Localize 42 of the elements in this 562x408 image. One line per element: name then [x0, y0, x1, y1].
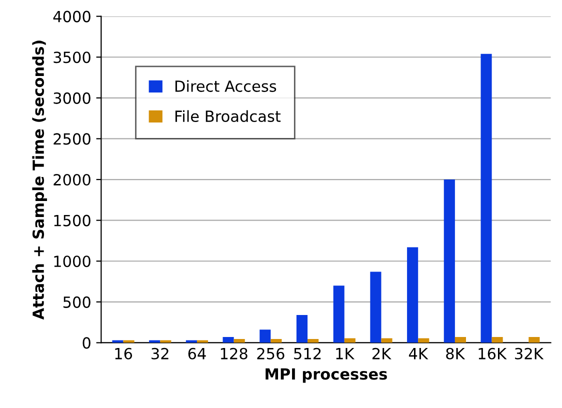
- bar: [344, 338, 356, 343]
- bar: [333, 286, 344, 343]
- y-tick-label: 3500: [54, 52, 90, 64]
- y-axis-title: Attach + Sample Time (seconds): [32, 40, 47, 320]
- x-tick-label: 4K: [408, 348, 428, 360]
- y-tick-label: 4000: [53, 10, 90, 22]
- y-tick-label: 2500: [54, 133, 90, 145]
- x-tick-label: 16: [115, 348, 132, 360]
- bar: [381, 338, 392, 343]
- bar: [370, 272, 382, 343]
- x-tick-label: 32K: [515, 348, 544, 360]
- y-tick-label: 1000: [54, 256, 90, 268]
- bar: [454, 337, 466, 343]
- bar: [222, 337, 234, 343]
- x-tick-label: 8K: [446, 348, 466, 360]
- bar: [270, 339, 282, 343]
- x-tick-label: 1K: [336, 348, 355, 360]
- bar: [234, 339, 245, 343]
- x-tick-label: 2K: [372, 348, 392, 360]
- y-tick-label: 1500: [54, 214, 90, 226]
- bar: [260, 330, 271, 343]
- x-tick-label: 512: [294, 348, 321, 360]
- y-tick-label: 3000: [54, 92, 90, 104]
- legend-label: File Broadcast: [175, 110, 281, 122]
- bar: [492, 337, 503, 343]
- x-tick-label: 256: [257, 348, 284, 360]
- bar: [308, 339, 319, 343]
- x-tick-label: 64: [188, 348, 206, 360]
- bar: [296, 314, 308, 343]
- bar: [444, 180, 455, 343]
- y-tick-label: 500: [63, 296, 90, 308]
- bar: [418, 338, 430, 343]
- legend-label: Direct Access: [175, 80, 276, 92]
- y-tick-label: 2000: [54, 174, 90, 186]
- x-tick-label: 16K: [478, 348, 507, 360]
- bar: [480, 54, 492, 343]
- x-axis-title: MPI processes: [266, 368, 387, 383]
- y-tick-label: 0: [82, 337, 90, 349]
- x-tick-label: 128: [220, 348, 248, 360]
- bar: [528, 337, 540, 343]
- bar: [407, 247, 418, 343]
- x-tick-label: 32: [152, 348, 168, 360]
